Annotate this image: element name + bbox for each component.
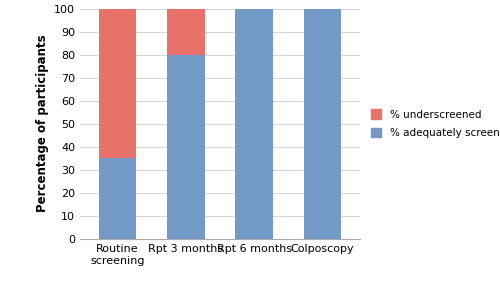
Y-axis label: Percentage of participants: Percentage of participants (36, 35, 49, 212)
Bar (236, 9, 273, 239)
Bar (99, 158, 136, 239)
Legend: % underscreened, % adequately screened: % underscreened, % adequately screened (371, 109, 500, 138)
Bar (99, 9, 136, 158)
Bar (304, 9, 341, 239)
Bar (167, 9, 204, 55)
Bar (167, 55, 204, 239)
